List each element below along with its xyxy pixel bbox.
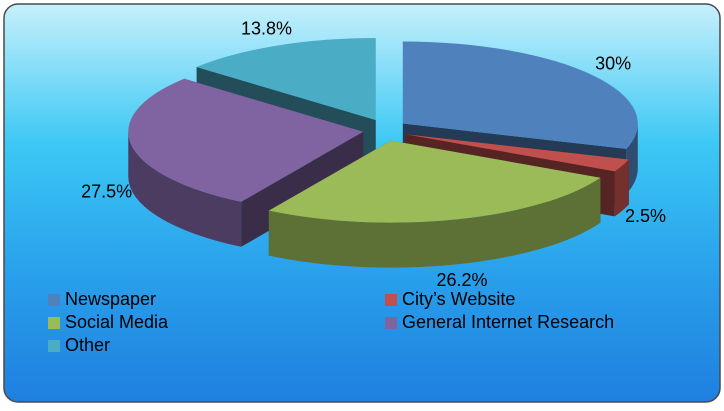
data-label: 27.5% (81, 181, 132, 201)
slice (268, 140, 601, 268)
legend-label: City’s Website (402, 289, 515, 309)
legend-swatch (385, 294, 397, 306)
pie: 13.8% 30% 27.5% 2.5% 26.2% (81, 18, 666, 290)
slice-wall (128, 131, 242, 247)
legend: Newspaper City’s Website Social Media Gener… (48, 289, 614, 355)
legend-label: Newspaper (65, 289, 156, 309)
legend-label: Social Media (65, 312, 169, 332)
data-label: 30% (595, 54, 631, 74)
legend-swatch (48, 317, 60, 329)
slice-wall (626, 123, 638, 194)
legend-swatch (48, 340, 60, 352)
slice-top (405, 134, 629, 172)
data-label: 26.2% (436, 270, 487, 290)
data-label: 2.5% (625, 206, 666, 226)
data-label: 13.8% (241, 18, 292, 38)
slice-top (196, 38, 376, 121)
slice-top (268, 140, 601, 223)
legend-swatch (48, 294, 60, 306)
slice-top (402, 41, 638, 149)
slice-wall (614, 159, 629, 217)
legend-swatch (385, 317, 397, 329)
legend-label: General Internet Research (402, 312, 614, 332)
legend-label: Other (65, 335, 110, 355)
slice-wall (268, 177, 601, 268)
slice-top (128, 78, 364, 202)
